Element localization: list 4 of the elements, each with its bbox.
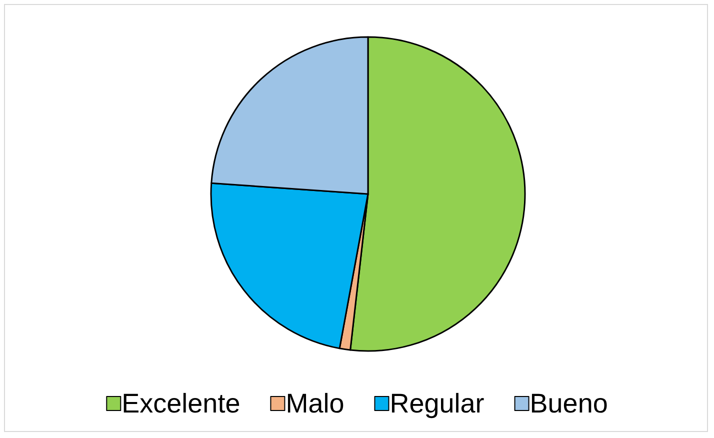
- legend-label: Malo: [286, 388, 344, 418]
- legend-label: Excelente: [122, 388, 240, 418]
- legend-label: Bueno: [530, 388, 608, 418]
- legend-label: Regular: [390, 388, 484, 418]
